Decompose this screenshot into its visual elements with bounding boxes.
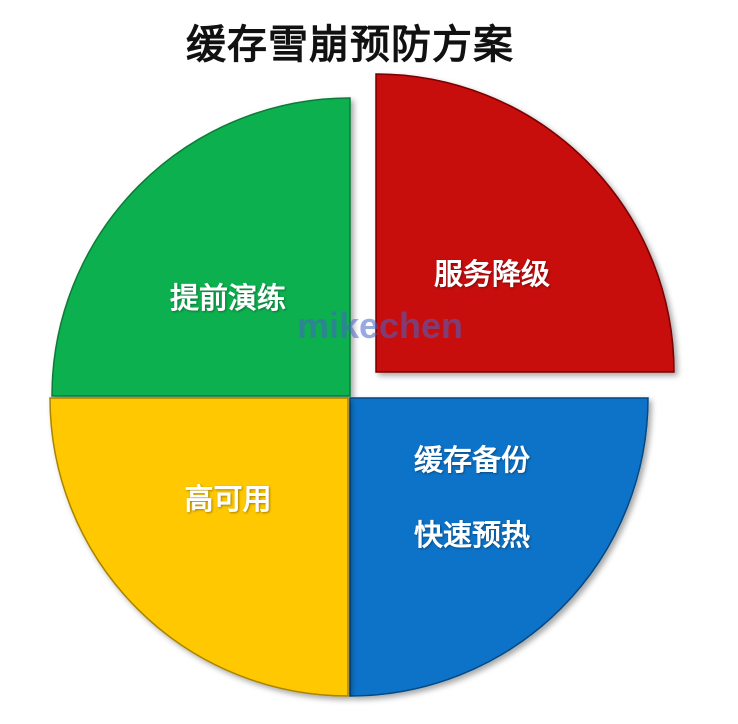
segment-bottom-right xyxy=(349,397,649,697)
label-rehearsal: 提前演练 xyxy=(169,281,287,315)
segment-top-right xyxy=(375,73,675,373)
label-degradation: 服务降级 xyxy=(433,257,551,291)
diagram-title: 缓存雪崩预防方案 xyxy=(186,22,514,68)
watermark: mikechen xyxy=(296,305,464,346)
label-high-availability: 高可用 xyxy=(184,482,272,516)
label-cache-backup: 缓存备份 xyxy=(413,443,531,477)
segment-bottom-left xyxy=(49,397,349,697)
segment-top-left xyxy=(51,97,351,397)
label-cache-warmup: 快速预热 xyxy=(413,518,531,552)
